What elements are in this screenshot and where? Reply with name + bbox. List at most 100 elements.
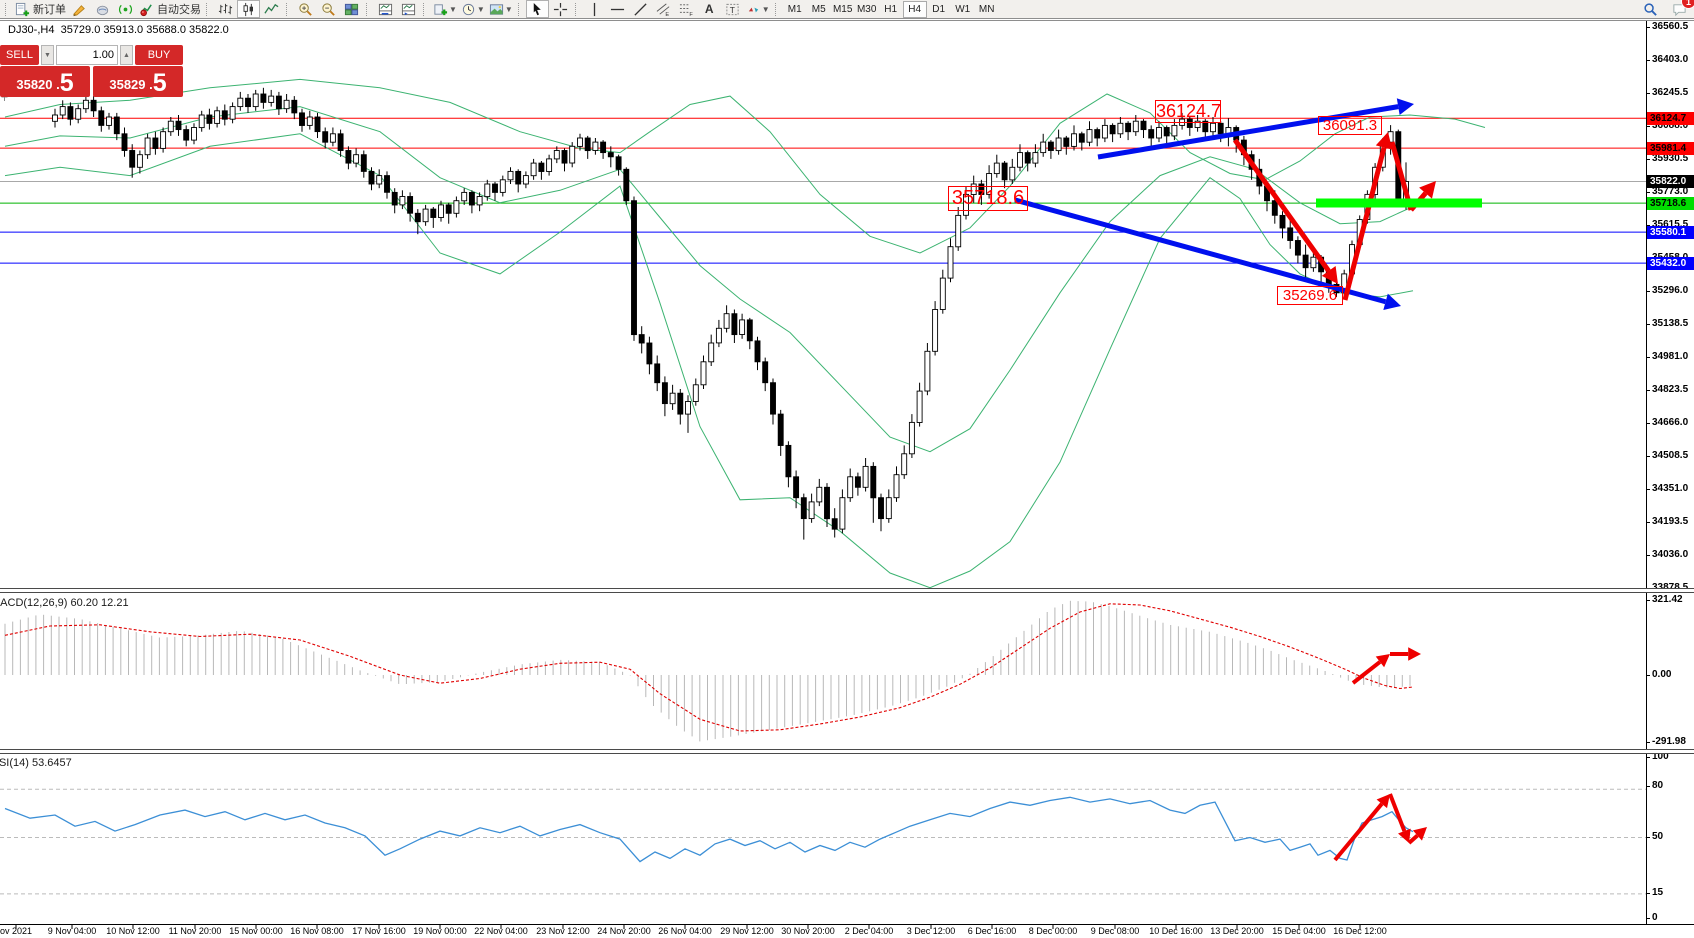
candle-body [901, 453, 908, 476]
timeframe-H4[interactable]: H4 [902, 0, 927, 18]
buy-button[interactable]: BUY [135, 45, 183, 65]
candle-body [839, 497, 846, 530]
candle-body [1148, 129, 1155, 139]
crayon-icon[interactable] [68, 0, 91, 18]
sell-price-main: 35820 . [16, 77, 60, 92]
time-axis-label: 6 Dec 16:00 [967, 926, 1017, 936]
equidistant-channel-tool[interactable]: E [652, 0, 675, 18]
tile-windows-icon[interactable] [340, 0, 363, 18]
auto-trading-button[interactable]: 自动交易 [137, 1, 203, 17]
trendline-tool[interactable] [629, 0, 652, 18]
sell-price-display[interactable]: 35820 .5 [0, 66, 90, 97]
candle-body [167, 120, 174, 133]
notification-badge[interactable]: 1 [1681, 0, 1694, 9]
signal-icon[interactable] [114, 0, 137, 18]
timeframe-W1[interactable]: W1 [955, 3, 971, 15]
time-axis[interactable]: ov 2021 9 Nov 04:00 10 Nov 12:00 11 Nov 20:… [0, 926, 1694, 938]
volume-input[interactable] [56, 45, 118, 65]
macd-red-arrow-0[interactable] [1351, 660, 1382, 685]
blue-trendline-1[interactable] [1014, 197, 1387, 305]
candle-body [106, 116, 112, 126]
zoom-out-icon[interactable] [317, 0, 340, 18]
timeframe-MN[interactable]: MN [978, 3, 995, 15]
zoom-in-icon[interactable] [294, 0, 317, 18]
buy-price-display[interactable]: 35829 .5 [93, 66, 183, 97]
svg-text:F: F [689, 12, 693, 17]
rsi-red-arrow-0[interactable] [1333, 802, 1384, 862]
candle-body [206, 114, 213, 124]
bar-chart-icon[interactable] [214, 0, 237, 18]
candle-body [283, 99, 290, 110]
timeframe-M15[interactable]: M15 [832, 3, 853, 15]
text-tool[interactable]: A [698, 0, 721, 18]
template-button[interactable]: ▼ [487, 0, 515, 18]
time-axis-label: 29 Nov 12:00 [720, 926, 774, 936]
candle-body [955, 214, 962, 248]
candlestick-chart-icon[interactable] [237, 0, 260, 18]
price-axis[interactable] [1646, 21, 1694, 924]
candle-body [160, 131, 167, 149]
price-axis-label: 34666.0 [1645, 417, 1689, 428]
indicator-axis-label: 100 [1646, 751, 1669, 762]
horizontal-line-tool[interactable] [606, 0, 629, 18]
timeframe-M5[interactable]: M5 [811, 3, 826, 15]
toolbar-grip [423, 2, 428, 16]
time-axis-label: 13 Dec 20:00 [1210, 926, 1264, 936]
period-button[interactable]: ▼ [459, 0, 487, 18]
candle-body [1101, 124, 1108, 139]
timeframe-D1[interactable]: D1 [932, 3, 946, 15]
candle-body [476, 196, 483, 206]
vertical-line-tool[interactable] [583, 0, 606, 18]
indicator-list-icon[interactable] [397, 0, 420, 18]
search-button[interactable] [1639, 0, 1662, 18]
annotation-label-36091.3[interactable]: 36091.3 [1318, 116, 1382, 136]
rsi-line [4, 796, 1414, 863]
history-icon[interactable] [91, 0, 114, 18]
candle-body [522, 175, 529, 185]
text-label-tool[interactable]: T [721, 0, 744, 18]
arrows-tool[interactable]: ▼ [744, 0, 772, 18]
annotation-label-35269.6[interactable]: 35269.6 [1277, 286, 1343, 306]
volume-increase-button[interactable]: ▲ [120, 45, 133, 65]
annotation-label-36124.7[interactable]: 36124.7 [1155, 100, 1222, 123]
search-icon [1644, 2, 1657, 16]
toolbar-right: 1 [1639, 0, 1694, 18]
rsi-red-arrow-1[interactable] [1388, 793, 1407, 832]
candle-body [1140, 120, 1147, 131]
chat-button[interactable]: 1 [1668, 0, 1694, 18]
volume-decrease-button[interactable]: ▼ [41, 45, 54, 65]
price-axis-label: 36245.5 [1645, 87, 1689, 98]
chart-canvas[interactable] [0, 0, 1647, 938]
candle-body [939, 277, 946, 310]
blue-trendline-0[interactable] [1097, 104, 1399, 160]
indicator-axis-label: 0.00 [1645, 669, 1672, 680]
timeframe-M30[interactable]: M30 [856, 3, 877, 15]
panel-separator-macd[interactable] [0, 588, 1694, 593]
annotation-label-35718.6[interactable]: 35718.6 [948, 186, 1028, 211]
timeframe-M1[interactable]: M1 [787, 3, 802, 15]
indicator-axis-label: 15 [1645, 887, 1664, 898]
cursor-tool[interactable] [525, 0, 549, 18]
red-arrow-1[interactable] [1342, 146, 1387, 301]
crosshair-tool[interactable] [549, 0, 572, 18]
candle-body [1271, 200, 1278, 216]
candle-body [229, 106, 236, 120]
time-axis-label: 15 Dec 04:00 [1272, 926, 1326, 936]
panel-separator-rsi[interactable] [0, 749, 1694, 754]
line-chart-icon[interactable] [260, 0, 283, 18]
green-support-bar[interactable] [1316, 198, 1482, 208]
price-axis-label: 34351.0 [1645, 483, 1689, 494]
add-indicator-button[interactable]: ▼ [431, 0, 459, 18]
red-arrow-0[interactable] [1232, 138, 1331, 273]
candle-body [407, 196, 414, 214]
candle-body [885, 497, 892, 520]
indicator-window-icon[interactable] [374, 0, 397, 18]
candle-body [414, 212, 421, 223]
timeframe-H1[interactable]: H1 [884, 3, 898, 15]
new-order-button[interactable]: 新订单 [13, 1, 68, 17]
blue-trendline-0-head [1396, 98, 1414, 116]
fibonacci-tool[interactable]: F [675, 0, 698, 18]
sell-button[interactable]: SELL [0, 45, 39, 65]
rsi-red-arrow-2[interactable] [1407, 834, 1419, 845]
candle-body [306, 116, 313, 126]
